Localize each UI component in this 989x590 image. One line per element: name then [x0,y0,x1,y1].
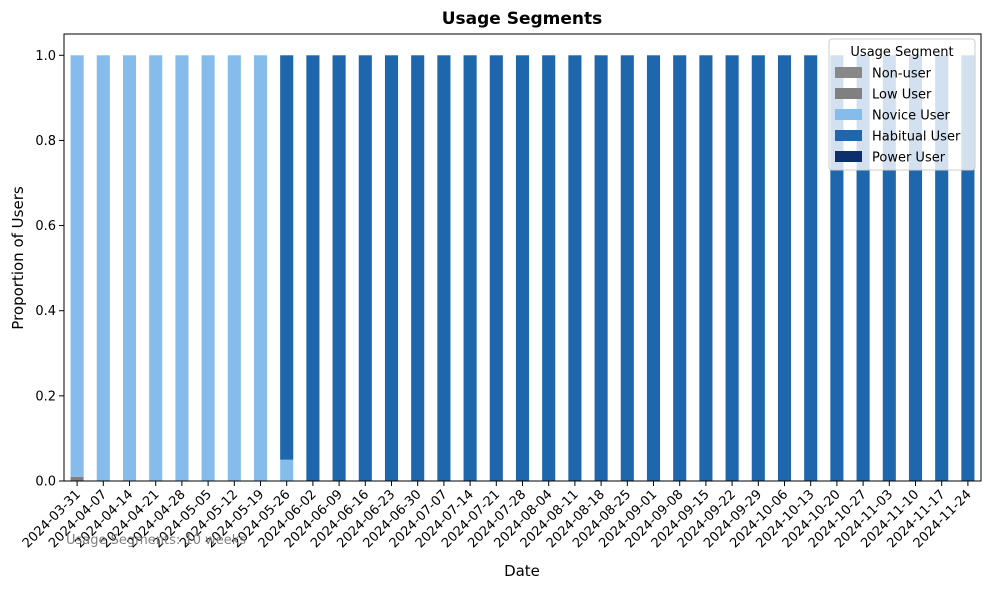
x-axis: 2024-03-312024-04-072024-04-142024-04-21… [20,481,975,551]
bar-segment [280,55,294,460]
chart-title: Usage Segments [442,9,603,29]
bar-segment [673,55,687,482]
bar-segment [725,55,739,482]
legend-items: Non-user Low User Novice User Habitual User… [835,67,961,166]
y-tick-label: 0.8 [35,134,56,149]
legend-swatch [835,67,862,78]
bar-segment [96,55,110,482]
legend: Usage Segment Non-user Low User Novice Use… [828,38,976,171]
legend-swatch [835,88,862,99]
bar-segment [201,55,215,482]
legend-label: Low User [872,88,932,103]
bar-segment [175,55,189,482]
bar-segment [70,476,84,481]
bar-segment [149,55,163,482]
bar-segment [515,55,530,482]
bar-segment [358,55,372,482]
bar-segment [804,55,818,482]
bar-segment [620,55,634,482]
bar-segment [306,55,320,482]
bar-segment [280,459,294,481]
y-axis-label: Proportion of Users [9,186,27,330]
bar-segment [253,55,268,482]
x-axis-label: Date [504,562,540,580]
legend-swatch [835,109,862,120]
bar-segment [384,55,399,482]
bar-segment [489,55,503,482]
y-axis: 0.0 0.2 0.4 0.6 0.8 1.0 [35,49,64,490]
legend-label: Non-user [872,67,932,82]
bar-segment [646,55,661,482]
y-tick-label: 0.4 [35,304,56,319]
bar-segment [777,55,792,482]
legend-box [828,38,976,171]
y-tick-label: 0.6 [35,219,56,234]
legend-label: Habitual User [872,130,961,145]
bar-segment [568,55,582,482]
bar-segment [463,55,477,482]
bar-segment [411,55,425,482]
plot-area [70,55,975,482]
legend-swatch [835,130,862,141]
legend-swatch [835,151,862,162]
bar-segment [332,55,346,482]
bar-segment [437,55,451,482]
y-tick-label: 1.0 [35,49,56,64]
bar-segment [70,55,84,477]
bar-segment [751,55,765,482]
bar-segment [227,55,241,482]
footnote: Usage Segments: 10 weeks [66,533,247,548]
legend-label: Power User [872,151,946,166]
bar-segment [542,55,556,482]
bar-segment [699,55,713,482]
y-tick-label: 0.0 [35,475,56,490]
bar-segment [122,55,137,482]
y-tick-label: 0.2 [35,389,56,404]
bar-segment [594,55,608,482]
legend-label: Novice User [872,109,951,124]
legend-title: Usage Segment [850,45,953,60]
